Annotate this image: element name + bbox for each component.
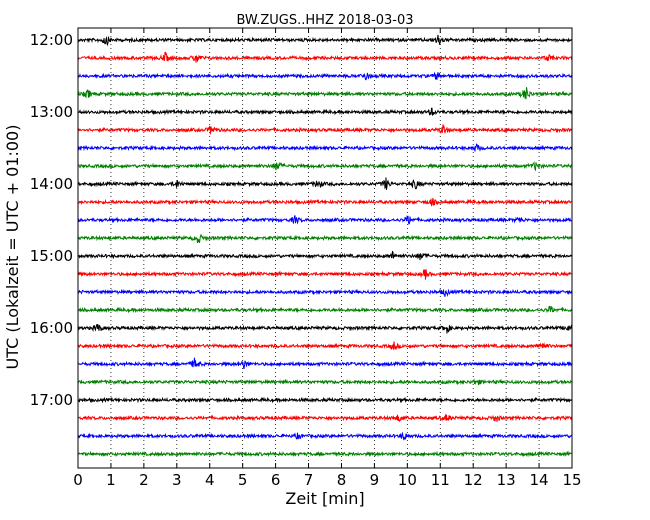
x-tick-label: 15 bbox=[562, 471, 581, 489]
y-tick-label: 16:00 bbox=[30, 319, 73, 337]
chart-title: BW.ZUGS..HHZ 2018-03-03 bbox=[236, 13, 413, 28]
x-tick-label: 11 bbox=[431, 471, 450, 489]
trace-1315 bbox=[77, 124, 573, 135]
trace-1215 bbox=[77, 51, 573, 63]
trace-1430 bbox=[77, 215, 573, 225]
trace-1445 bbox=[77, 233, 573, 244]
trace-1615 bbox=[77, 341, 573, 351]
x-tick-label: 1 bbox=[106, 471, 116, 489]
x-tick-label: 9 bbox=[370, 471, 380, 489]
trace-1645 bbox=[77, 378, 573, 386]
trace-1715 bbox=[77, 414, 573, 422]
y-tick-label: 17:00 bbox=[30, 391, 73, 409]
plot-frame bbox=[77, 27, 573, 469]
x-tick-label: 2 bbox=[139, 471, 149, 489]
x-tick-label: 8 bbox=[337, 471, 347, 489]
x-tick-label: 0 bbox=[73, 471, 83, 489]
trace-1415 bbox=[77, 197, 573, 207]
trace-1545 bbox=[77, 305, 573, 314]
trace-1730 bbox=[77, 431, 573, 441]
x-axis-label: Zeit [min] bbox=[285, 489, 364, 508]
trace-1630 bbox=[77, 357, 573, 370]
trace-1700 bbox=[77, 396, 573, 404]
y-tick-label: 12:00 bbox=[30, 31, 73, 49]
y-tick-label: 14:00 bbox=[30, 175, 73, 193]
y-tick-label: 15:00 bbox=[30, 247, 73, 265]
trace-1745 bbox=[77, 450, 573, 458]
trace-1300 bbox=[77, 107, 573, 116]
x-tick-label: 7 bbox=[304, 471, 314, 489]
x-tick-label: 14 bbox=[530, 471, 549, 489]
x-tick-label: 5 bbox=[238, 471, 248, 489]
x-tick-label: 13 bbox=[497, 471, 516, 489]
trace-1530 bbox=[77, 288, 573, 297]
x-tick-label: 4 bbox=[205, 471, 215, 489]
tick-layer: 0 1 2 3 4 5 6 7 8 9 10 11 12 13 14 1512:0013:0014:0015:… bbox=[30, 28, 582, 489]
x-tick-label: 3 bbox=[172, 471, 182, 489]
trace-1230 bbox=[77, 71, 573, 81]
x-tick-label: 6 bbox=[271, 471, 281, 489]
y-axis-label: UTC (Lokalzeit = UTC + 01:00) bbox=[3, 125, 22, 370]
trace-1330 bbox=[77, 143, 573, 152]
trace-1245 bbox=[77, 87, 573, 100]
x-tick-label: 12 bbox=[464, 471, 483, 489]
trace-1345 bbox=[77, 161, 573, 172]
grid-layer bbox=[110, 28, 540, 468]
trace-1515 bbox=[77, 268, 573, 280]
trace-1400 bbox=[77, 177, 573, 190]
trace-1500 bbox=[77, 250, 573, 261]
trace-1600 bbox=[77, 323, 573, 334]
y-tick-label: 13:00 bbox=[30, 103, 73, 121]
x-tick-label: 10 bbox=[398, 471, 417, 489]
trace-layer bbox=[77, 34, 573, 458]
trace-1200 bbox=[77, 34, 573, 47]
